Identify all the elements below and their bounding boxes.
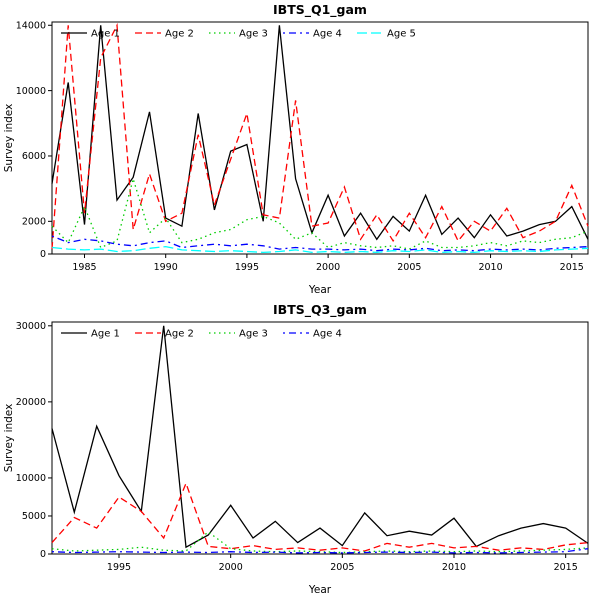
legend-label-age-1: Age 1 [91, 329, 120, 340]
legend-label-age-2: Age 2 [165, 29, 194, 40]
legend-label-age-1: Age 1 [91, 29, 120, 40]
y-tick-label: 0 [40, 549, 46, 560]
x-tick-label: 2010 [442, 562, 466, 573]
y-tick-label: 2000 [22, 217, 46, 228]
series-line-age-5 [51, 245, 589, 254]
y-tick-label: 10000 [16, 86, 46, 97]
series-line-age-3 [51, 531, 589, 554]
x-tick-label: 1995 [235, 262, 259, 273]
legend-label-age-3: Age 3 [239, 29, 268, 40]
plot-border [51, 321, 589, 555]
chart-title: IBTS_Q3_gam [273, 302, 367, 318]
chart-svg-q1: IBTS_Q1_gam 0 2000 6000 10000 14000 1985 1990 19… [3, 2, 589, 296]
chart-ibts-q3-gam: IBTS_Q3_gam 0 5000 10000 20000 30000 1995 2000 2… [0, 300, 600, 600]
chart-background [0, 300, 600, 600]
x-tick-label: 1990 [154, 262, 178, 273]
chart-title: IBTS_Q1_gam [273, 2, 367, 18]
legend-label-age-3: Age 3 [239, 329, 268, 340]
plot-border [51, 21, 589, 255]
legend-label-age-4: Age 4 [313, 29, 342, 40]
x-tick-label: 1985 [72, 262, 96, 273]
x-tick-label: 2015 [554, 562, 578, 573]
x-axis-label: Year [308, 584, 332, 596]
legend-label-age-5: Age 5 [387, 29, 416, 40]
chart-svg-q3: IBTS_Q3_gam 0 5000 10000 20000 30000 1995 2000 2… [0, 300, 600, 600]
series-line-age-3 [51, 176, 589, 250]
x-tick-label: 1995 [107, 562, 131, 573]
chart-ibts-q1-gam: IBTS_Q1_gam 0 2000 6000 10000 14000 1985 1990 19… [3, 2, 589, 296]
series-line-age-1 [51, 25, 589, 241]
series-line-age-2 [51, 22, 589, 250]
y-tick-label: 14000 [16, 20, 46, 31]
x-tick-label: 2000 [219, 562, 243, 573]
y-tick-label: 5000 [22, 511, 46, 522]
y-axis-label: Survey index [3, 404, 15, 473]
y-tick-label: 20000 [16, 397, 46, 408]
y-tick-label: 10000 [16, 473, 46, 484]
x-tick-label: 2005 [397, 262, 421, 273]
series-line-age-4 [51, 235, 589, 252]
legend-label-age-4: Age 4 [313, 329, 342, 340]
x-tick-label: 2005 [330, 562, 354, 573]
x-tick-label: 2000 [316, 262, 340, 273]
legend-label-age-2: Age 2 [165, 329, 194, 340]
series-line-age-2 [51, 481, 589, 552]
y-axis-label: Survey index [3, 104, 15, 173]
y-tick-label: 30000 [16, 321, 46, 332]
y-tick-label: 0 [40, 249, 46, 260]
x-tick-label: 2010 [478, 262, 502, 273]
x-tick-label: 2015 [560, 262, 584, 273]
y-tick-label: 6000 [22, 151, 46, 162]
x-axis-label: Year [308, 284, 332, 296]
